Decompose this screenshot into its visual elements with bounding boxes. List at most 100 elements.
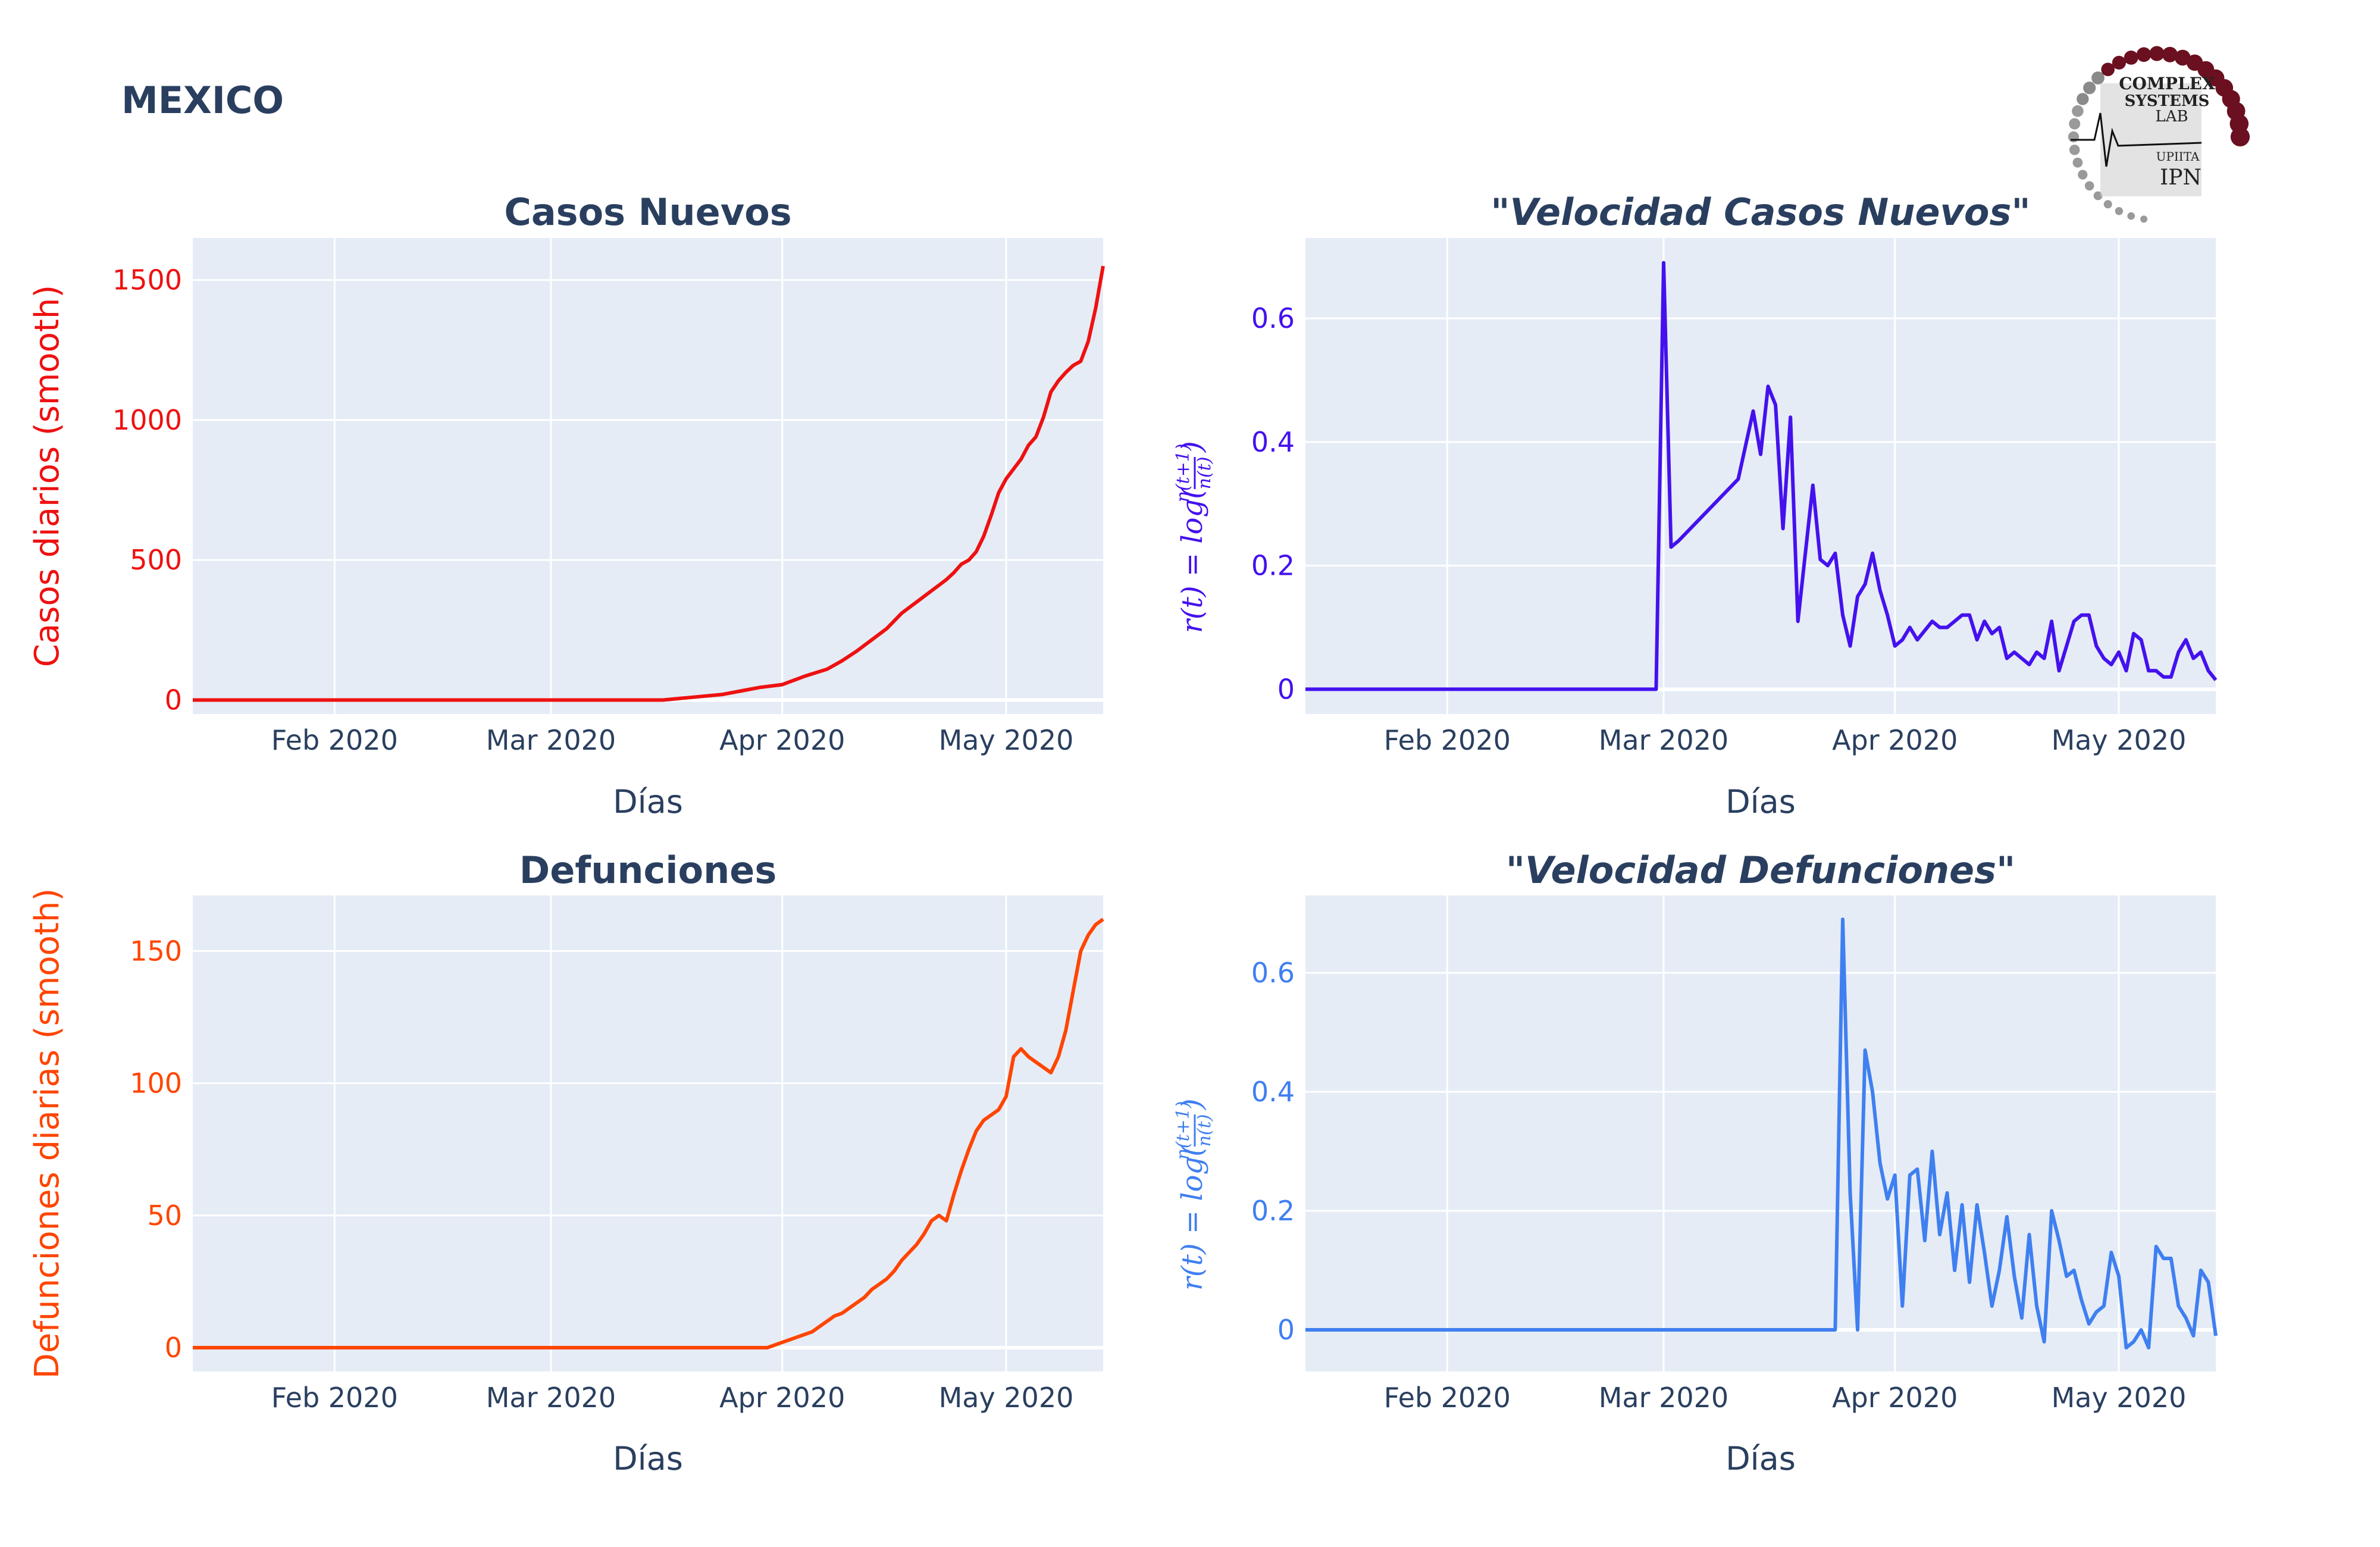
x-tick-label: May 2020 — [939, 1382, 1074, 1414]
series-line — [1305, 917, 2218, 1349]
tick-labels: Feb 2020 Mar 2020 Apr 2020 May 2020 0 0.2 0.4 0… — [1251, 302, 2187, 756]
x-tick-label: Mar 2020 — [1599, 724, 1728, 756]
y-tick-label: 100 — [130, 1067, 182, 1100]
logo-text-complex: COMPLEX — [2119, 74, 2215, 93]
x-tick-label: May 2020 — [2052, 724, 2187, 756]
y-tick-label: 1500 — [112, 264, 182, 296]
x-tick-label: May 2020 — [2052, 1382, 2187, 1414]
y-label-main: r(t) = log( — [1176, 487, 1209, 633]
page-title: MEXICO — [121, 79, 284, 122]
x-axis-label: Días — [613, 1440, 683, 1477]
logo-bead — [2112, 55, 2126, 70]
grid — [1305, 895, 2216, 1371]
y-label-numerator: n(t+1) — [1173, 443, 1194, 502]
logo-bead — [2103, 200, 2112, 209]
y-tick-label: 0 — [165, 1332, 182, 1364]
logo-bead — [2124, 51, 2138, 65]
grid — [193, 238, 1103, 714]
y-tick-label: 50 — [147, 1200, 182, 1232]
plot-area — [193, 238, 1103, 714]
plot-area — [1305, 895, 2216, 1371]
y-label-denominator: n(t) — [1194, 1114, 1215, 1147]
x-axis-label: Días — [613, 783, 683, 821]
y-label-close-paren: ) — [1176, 441, 1209, 453]
series-line — [193, 917, 1104, 1349]
series-group — [193, 917, 1104, 1349]
logo-text-lab: LAB — [2155, 108, 2188, 126]
logo-bead — [2093, 191, 2103, 201]
logo-signal — [2071, 112, 2202, 167]
logo-bead — [2077, 93, 2089, 105]
y-label-main: r(t) = log( — [1176, 1145, 1209, 1291]
logo-bead — [2162, 46, 2178, 62]
logo-bead — [2069, 145, 2080, 155]
y-label-denominator: n(t) — [1194, 457, 1215, 490]
logo-bead — [2175, 49, 2191, 66]
y-tick-label: 0.6 — [1251, 957, 1295, 989]
x-tick-label: Mar 2020 — [486, 724, 616, 756]
y-tick-label: 1000 — [112, 404, 182, 436]
logo-bead — [2136, 47, 2152, 62]
chart-title: "Velocidad Casos Nuevos" — [1490, 190, 2030, 234]
x-axis-label: Días — [1726, 783, 1796, 821]
chart-velocidad-defunciones: Feb 2020 Mar 2020 Apr 2020 May 2020 0 0.2 0.4 0… — [1173, 848, 2218, 1477]
logo-building — [2100, 83, 2202, 196]
tick-labels: Feb 2020 Mar 2020 Apr 2020 May 2020 0 0.2 0.4 0… — [1251, 957, 2187, 1414]
logo-bead — [2069, 118, 2081, 130]
x-tick-label: Mar 2020 — [1599, 1382, 1728, 1414]
logo-bead — [2091, 71, 2105, 84]
logo-bead — [2072, 157, 2083, 168]
y-tick-label: 0 — [1277, 1314, 1295, 1346]
y-tick-label: 0 — [1277, 673, 1295, 705]
x-tick-label: May 2020 — [939, 724, 1074, 756]
series-group — [193, 265, 1105, 702]
logo-bead — [2230, 127, 2250, 147]
plot-area — [193, 895, 1103, 1371]
x-tick-label: Apr 2020 — [1832, 1382, 1958, 1414]
y-tick-label: 150 — [130, 935, 182, 967]
y-tick-label: 0.4 — [1251, 426, 1295, 458]
y-tick-label: 0.6 — [1251, 302, 1295, 334]
logo-bead — [2149, 46, 2165, 61]
y-tick-label: 0.2 — [1251, 1195, 1295, 1227]
series-line — [193, 265, 1105, 702]
logo-bead — [2084, 181, 2094, 191]
chart-velocidad-casos: Feb 2020 Mar 2020 Apr 2020 May 2020 0 0.2 0.4 0… — [1173, 190, 2218, 821]
series-group — [1305, 261, 2218, 691]
logo-text-systems: SYSTEMS — [2125, 92, 2210, 110]
y-axis-label: Defunciones diarias (smooth) — [28, 888, 67, 1379]
chart-title: "Velocidad Defunciones" — [1506, 848, 2016, 892]
y-tick-label: 0.4 — [1251, 1076, 1295, 1108]
x-axis-label: Días — [1726, 1440, 1796, 1477]
logo-bead — [2072, 105, 2084, 117]
y-axis-label: Casos diarios (smooth) — [28, 285, 67, 667]
x-tick-label: Feb 2020 — [271, 724, 398, 756]
y-label-close-paren: ) — [1176, 1098, 1209, 1110]
y-axis-label: r(t) = log( n(t+1) n(t) ) — [1173, 441, 1215, 633]
logo-bead — [2083, 82, 2096, 95]
logo-bead — [2115, 207, 2124, 215]
plot-area — [1305, 238, 2216, 714]
y-axis-label: r(t) = log( n(t+1) n(t) ) — [1173, 1098, 1215, 1291]
logo-bead — [2101, 62, 2115, 76]
logo-text-ipn: IPN — [2160, 165, 2202, 190]
x-tick-label: Feb 2020 — [271, 1382, 398, 1414]
y-label-numerator: n(t+1) — [1173, 1101, 1194, 1160]
tick-labels: Feb 2020 Mar 2020 Apr 2020 May 2020 0 50 100 15… — [130, 935, 1073, 1414]
x-tick-label: Feb 2020 — [1384, 1382, 1511, 1414]
logo-bead — [2127, 212, 2135, 220]
x-tick-label: Apr 2020 — [719, 1382, 845, 1414]
x-tick-label: Mar 2020 — [486, 1382, 616, 1414]
chart-title: Casos Nuevos — [504, 190, 791, 234]
y-tick-label: 0.2 — [1251, 550, 1295, 582]
logo-bead-ring — [2068, 46, 2250, 223]
series-group — [1305, 917, 2218, 1349]
x-tick-label: Feb 2020 — [1384, 724, 1511, 756]
x-tick-label: Apr 2020 — [719, 724, 845, 756]
complex-systems-lab-logo: COMPLEX SYSTEMS LAB UPIITA IPN — [2068, 46, 2250, 223]
series-line — [1305, 261, 2218, 691]
chart-title: Defunciones — [519, 848, 776, 892]
logo-bead — [2140, 215, 2148, 223]
x-tick-label: Apr 2020 — [1832, 724, 1958, 756]
